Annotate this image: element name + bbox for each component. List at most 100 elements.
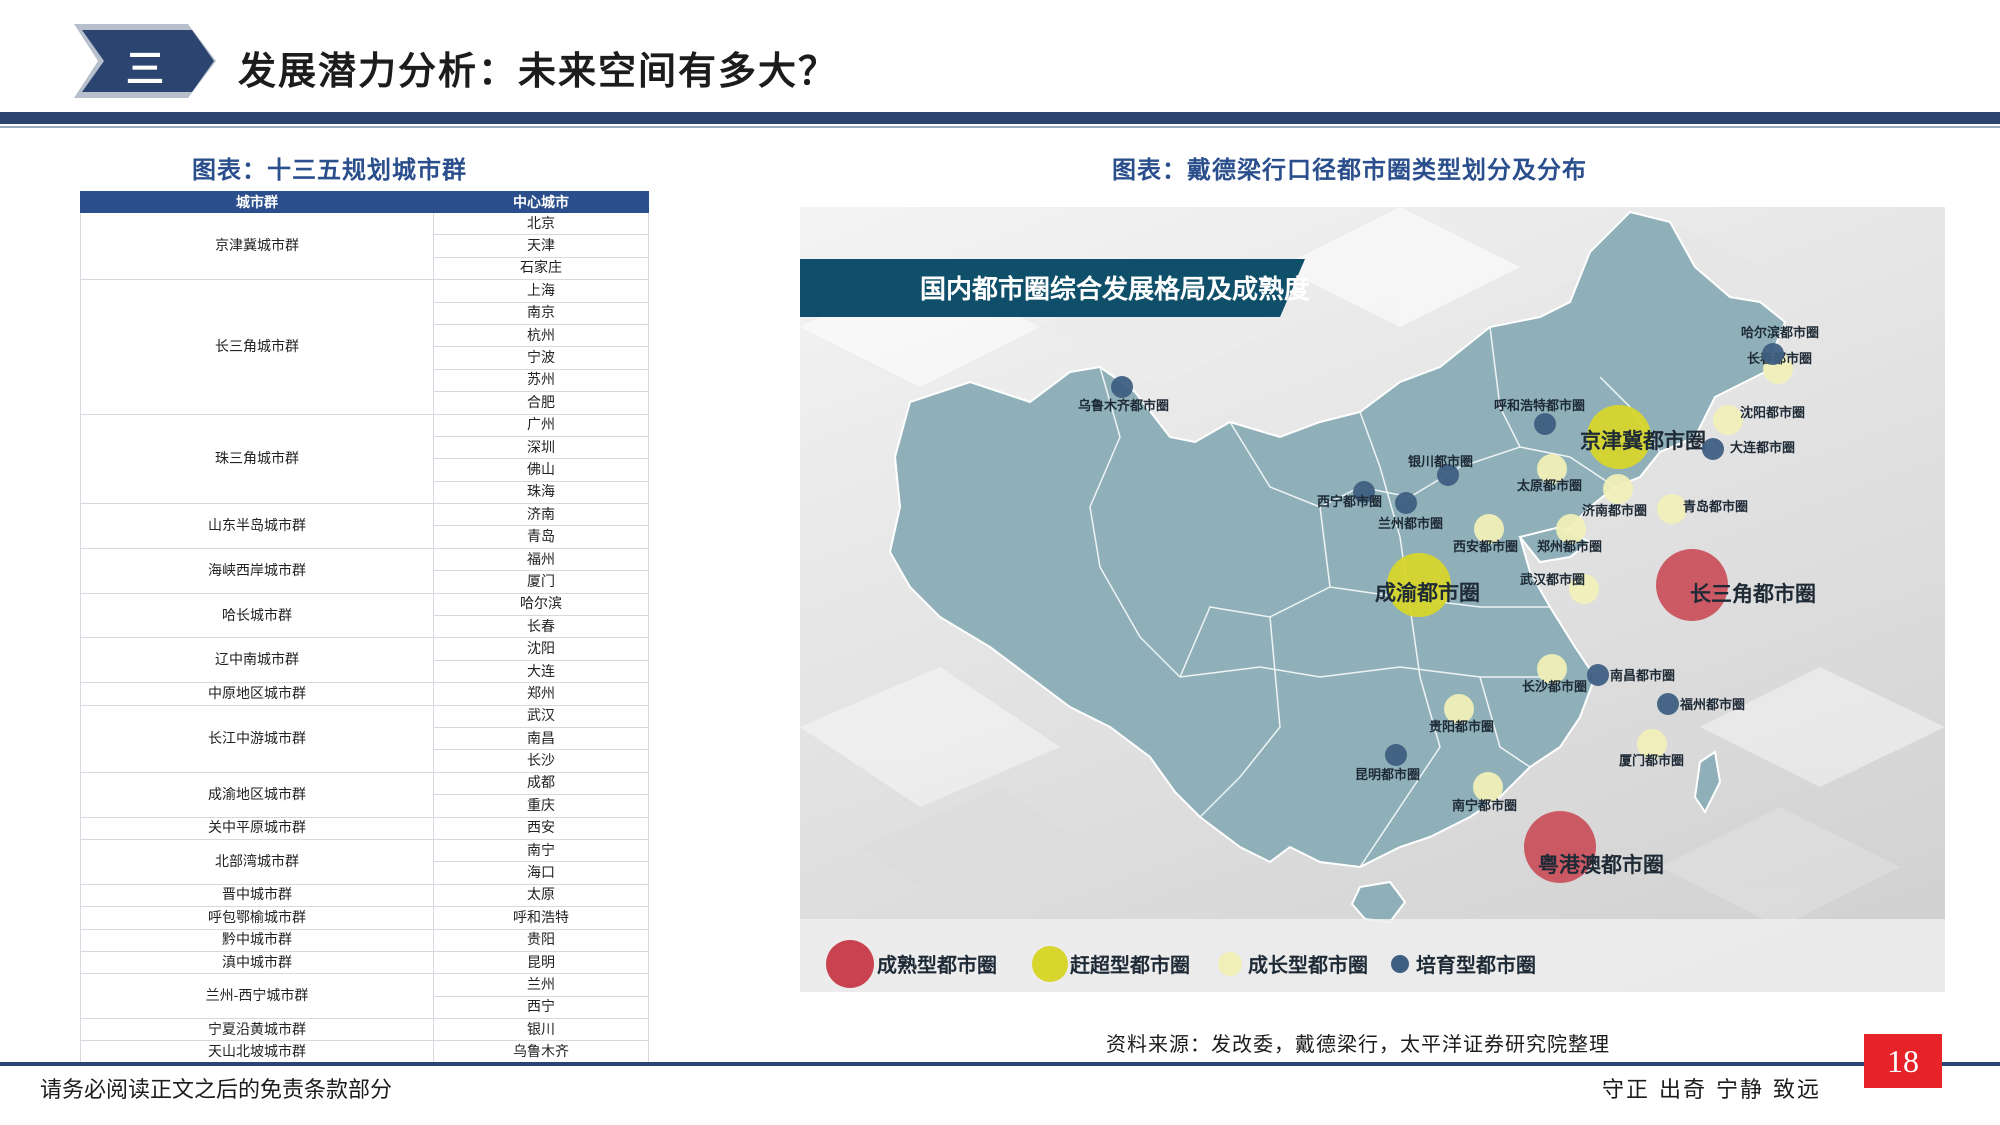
page-number: 18 [1864,1034,1942,1088]
center-city-cell: 兰州 [433,973,649,997]
metro-marker-catchup [1387,553,1451,617]
table-row: 珠三角城市群 广州 [80,413,649,505]
center-city-cell: 西安 [433,816,649,840]
map-caption: 图表：戴德梁行口径都市圈类型划分及分布 [1112,155,1587,184]
table-row: 辽中南城市群 沈阳 [80,637,649,684]
center-city-cell: 广州 [433,413,649,437]
metro-marker-cultivate [1702,438,1724,460]
cluster-name-cell: 中原地区城市群 [80,682,434,706]
cluster-name-cell: 珠三角城市群 [80,413,434,505]
metro-marker-growth [1537,654,1567,684]
metro-label: 南宁都市圈 [1452,798,1517,814]
center-city-cell: 武汉 [433,704,649,728]
table-row: 石家庄 [81,256,649,281]
table-row: 海峡西岸城市群 福州 [80,547,649,594]
source-note: 资料来源：发改委，戴德梁行，太平洋证券研究院整理 [1106,1032,1610,1056]
metro-marker-growth [1556,514,1586,544]
metro-label: 福州都市圈 [1679,697,1745,713]
metro-label: 厦门都市圈 [1619,753,1684,769]
table-row: 哈长城市群 哈尔滨 [80,592,649,639]
center-city-cell: 北京 [433,211,649,236]
metro-marker-growth [1444,694,1474,724]
legend-label-catchup: 赶超型都市圈 [1069,953,1190,977]
metro-marker-cultivate [1437,464,1459,486]
legend-swatch-cultivate [1391,955,1409,973]
center-city-cell: 郑州 [433,682,649,706]
center-city-cell: 青岛 [433,525,649,549]
legend-swatch-mature [826,940,874,988]
cluster-name-cell: 辽中南城市群 [80,637,434,684]
table-row: 宁波 [81,346,649,370]
metro-label: 兰州都市圈 [1378,516,1443,532]
metro-label: 南昌都市圈 [1610,668,1675,684]
table-row: 天山北坡城市群 乌鲁木齐 [80,1040,649,1064]
metro-label: 郑州都市圈 [1537,539,1602,555]
table-caption: 图表：十三五规划城市群 [192,155,467,184]
header-divider [0,112,2000,124]
metro-marker-cultivate [1353,481,1375,503]
china-landmass [888,210,1787,924]
center-city-cell: 佛山 [433,458,649,482]
cluster-name-cell: 天山北坡城市群 [80,1040,434,1064]
center-city-cell: 贵阳 [433,928,649,952]
metro-label: 西安都市圈 [1453,539,1518,555]
cluster-name-cell: 京津冀城市群 [80,211,434,281]
header-divider-thin [0,126,2000,128]
legend-label-cultivate: 培育型都市圈 [1416,953,1536,977]
center-city-cell: 长沙 [433,749,649,773]
center-city-cell: 长春 [433,615,649,639]
metro-label: 成渝都市圈 [1375,581,1480,605]
table-row: 天津 [81,234,649,258]
section-number: 三 [126,46,165,91]
map-title: 国内都市圈综合发展格局及成熟度 [920,274,1310,305]
cluster-name-cell: 山东半岛城市群 [80,503,434,549]
center-city-cell: 石家庄 [433,256,649,281]
table-row: 苏州 [81,368,649,393]
metro-marker-growth [1603,474,1633,504]
table-row: 佛山 [81,458,649,482]
center-city-cell: 银川 [433,1018,649,1042]
metro-marker-cultivate [1587,664,1609,686]
cluster-name-cell: 关中平原城市群 [80,816,434,840]
table-row: 宁夏沿黄城市群 银川 [80,1018,649,1042]
center-city-cell: 珠海 [433,480,649,505]
cluster-name-cell: 宁夏沿黄城市群 [80,1018,434,1042]
center-city-cell: 乌鲁木齐 [433,1040,649,1064]
footer-divider [0,1062,2000,1066]
table-row: 南京 [81,301,649,325]
cluster-name-cell: 兰州-西宁城市群 [80,973,434,1020]
table-row: 京津冀城市群 北京 [80,211,649,281]
metro-marker-cultivate [1657,693,1679,715]
cluster-name-cell: 长江中游城市群 [80,704,434,773]
center-city-cell: 哈尔滨 [433,592,649,617]
map-title-banner [800,259,1305,317]
cluster-name-cell: 北部湾城市群 [80,838,434,885]
metro-label: 呼和浩特都市圈 [1494,398,1585,414]
metro-marker-cultivate [1111,376,1133,398]
table-row: 中原地区城市群 郑州 [80,682,649,706]
province-borders [1089,326,1661,868]
metro-label: 沈阳都市圈 [1740,405,1805,421]
metro-label: 大连都市圈 [1730,440,1795,456]
table-row: 山东半岛城市群 济南 [80,503,649,549]
center-city-cell: 昆明 [433,950,649,975]
table-row: 北部湾城市群 南宁 [80,838,649,885]
table-row: 成渝地区城市群 成都 [80,771,649,818]
legend-swatch-catchup [1032,946,1068,982]
metro-marker-growth [1473,772,1503,802]
center-city-cell: 南昌 [433,726,649,751]
table-row: 呼包鄂榆城市群 呼和浩特 [80,906,649,930]
page-title: 发展潜力分析：未来空间有多大？ [238,48,839,93]
center-city-cell: 重庆 [433,794,649,818]
map-legend: 成熟型都市圈 赶超型都市圈 成长型都市圈 培育型都市圈 [826,940,1536,988]
center-city-cell: 合肥 [433,391,649,415]
metro-label: 长三角都市圈 [1690,582,1816,606]
legend-swatch-growth [1218,952,1242,976]
metro-label: 京津冀都市圈 [1580,429,1706,453]
metro-circle-layer: 长三角都市圈粤港澳都市圈京津冀都市圈成渝都市圈长春都市圈沈阳都市圈太原都市圈济南… [1078,325,1819,883]
metro-marker-mature [1524,811,1596,883]
metro-marker-cultivate [1762,343,1784,365]
cluster-name-cell: 滇中城市群 [80,950,434,975]
metro-label: 银川都市圈 [1408,454,1473,470]
